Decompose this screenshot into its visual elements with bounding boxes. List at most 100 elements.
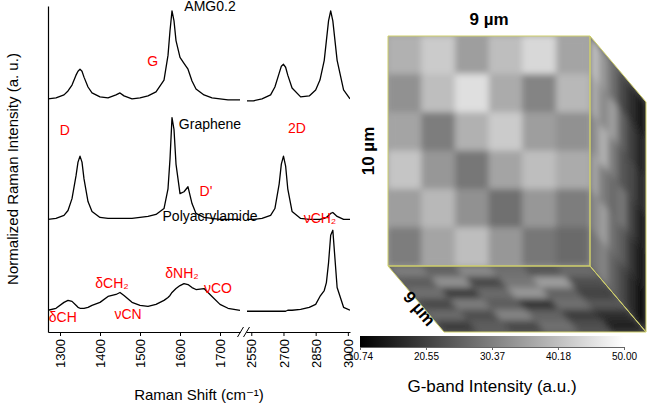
series-label: Polyacrylamide (163, 208, 258, 224)
y-axis-line (48, 7, 49, 333)
cube-edge (388, 36, 590, 266)
x-axis-line (49, 332, 351, 333)
heat-cell (388, 189, 422, 227)
x-tick: 2700 (277, 332, 292, 368)
x-tick: 3000 (341, 332, 356, 368)
heat-cell (455, 74, 489, 112)
colorbar-tick: 50.00 (612, 347, 637, 362)
heat-cell (388, 36, 422, 74)
heat-cell (422, 113, 456, 151)
heat-cell (388, 113, 422, 151)
heat-cell (422, 228, 456, 266)
colorbar-tick-mark (492, 347, 493, 350)
cube-edge (388, 266, 646, 332)
colorbar-tick-mark (558, 347, 559, 350)
colorbar-tick-label: 30.37 (480, 351, 505, 362)
colorbar-tick-mark (426, 347, 427, 350)
heat-cell (388, 151, 422, 189)
heat-cell (489, 189, 523, 227)
cube-face-base (388, 266, 646, 332)
heat-cell (489, 113, 523, 151)
dimension-label: 9 µm (469, 10, 508, 29)
heat-cell (422, 151, 456, 189)
heat-cell (489, 74, 523, 112)
x-tick-mark (180, 332, 181, 336)
x-tick-mark (283, 332, 284, 336)
cube-face-base (388, 36, 590, 266)
peak-annotation: G (147, 53, 158, 69)
x-tick-label: 1300 (53, 339, 68, 368)
heat-cell (603, 321, 646, 332)
chart-svg: 130014001500160017002550270028503000Rama… (0, 0, 660, 410)
heat-cell (489, 228, 523, 266)
peak-annotation: δCH₂ (95, 275, 128, 291)
colorbar-tick: 20.55 (414, 347, 439, 362)
heat-cell (422, 36, 456, 74)
x-tick-label: 1500 (133, 339, 148, 368)
spectrum-line (48, 230, 350, 311)
spectrum-line (48, 11, 350, 101)
x-tick: 1300 (53, 332, 68, 368)
heat-cell (455, 151, 489, 189)
colorbar-tick-label: 40.18 (546, 351, 571, 362)
y-axis (48, 7, 49, 333)
x-tick-mark (140, 332, 141, 336)
heat-cell (455, 189, 489, 227)
plot-area (48, 11, 350, 311)
dimension-label: 10 µm (359, 127, 378, 176)
figure: 130014001500160017002550270028503000Rama… (0, 0, 660, 410)
x-tick: 2550 (244, 332, 259, 368)
x-tick-mark (100, 332, 101, 336)
heat-cell (422, 189, 456, 227)
heat-cell (556, 228, 590, 266)
heat-cell (575, 288, 618, 299)
heat-cell (523, 151, 557, 189)
heat-cell (388, 228, 422, 266)
peak-annotation: νCO (204, 280, 232, 296)
cube-edge (590, 36, 646, 332)
peak-annotation: δCH (49, 309, 77, 325)
heat-cell (556, 189, 590, 227)
heat-cell (388, 74, 422, 112)
heat-cell (566, 277, 609, 288)
colorbar-tick: 30.37 (480, 347, 505, 362)
heat-cell (523, 36, 557, 74)
x-tick: 1700 (213, 332, 228, 368)
x-tick-label: 1400 (93, 339, 108, 368)
heat-cell (489, 151, 523, 189)
dimension-label: 9 µm (399, 288, 439, 330)
peak-annotation: 2D (288, 120, 306, 136)
cube-panel: 9 µm 10 µm 9 µm 10.74 20.55 30.37 40.18 50.00 G-… (348, 10, 646, 396)
heat-cell (523, 113, 557, 151)
spectrum-line (48, 118, 350, 220)
peak-annotation: D' (200, 183, 213, 199)
x-tick-mark (316, 332, 317, 336)
heat-cell (556, 151, 590, 189)
peak-annotation: νCH₂ (304, 210, 337, 226)
heat-cell (556, 74, 590, 112)
heat-cell (455, 113, 489, 151)
x-tick-label: 2700 (277, 339, 292, 368)
cube-cells (388, 36, 590, 266)
heat-cell (584, 299, 627, 310)
colorbar-tick-label: 10.74 (348, 351, 373, 362)
heat-cell (594, 310, 637, 321)
series-label: Graphene (179, 116, 241, 132)
x-tick-label: 1600 (173, 339, 188, 368)
spectra-panel: 130014001500160017002550270028503000Rama… (4, 0, 356, 403)
x-axis-title: Raman Shift (cm⁻¹) (134, 386, 264, 403)
y-axis-title: Normalized Raman Intensity (a. u.) (4, 53, 21, 285)
colorbar-tick-label: 50.00 (612, 351, 637, 362)
heat-cell (422, 74, 456, 112)
x-tick-mark (348, 332, 349, 336)
heat-cell (556, 266, 599, 277)
x-tick-mark (60, 332, 61, 336)
heat-cell (523, 228, 557, 266)
axis-break-mark (244, 327, 250, 337)
axis-break-mark (238, 327, 244, 337)
x-tick: 1400 (93, 332, 108, 368)
colorbar-title: G-band Intensity (a.u.) (407, 377, 576, 396)
peak-annotation: νCN (114, 306, 141, 322)
x-tick-label: 2550 (244, 339, 259, 368)
heat-cell (523, 189, 557, 227)
